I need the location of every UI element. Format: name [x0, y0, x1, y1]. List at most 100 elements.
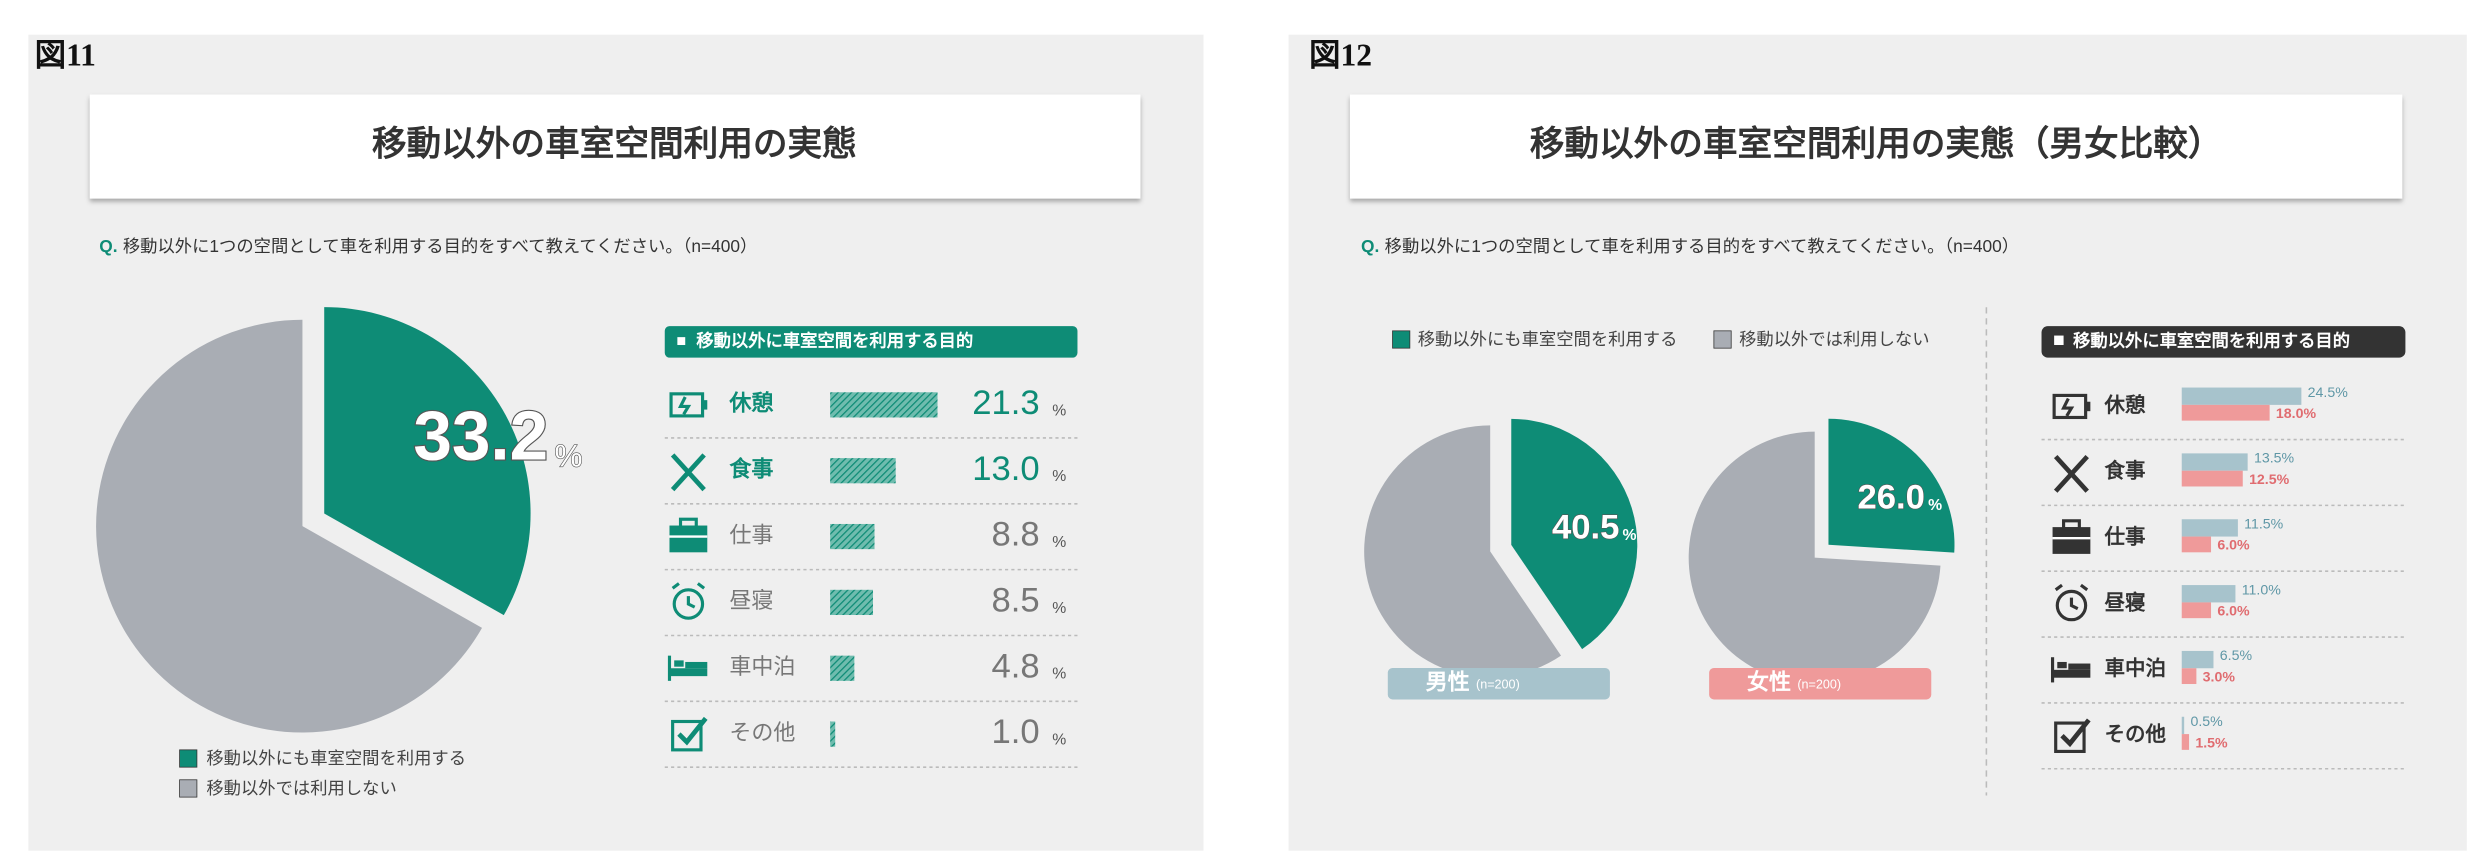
- icon: [2060, 718, 2091, 748]
- chart-title: 移動以外の車室空間利用の実態（男女比較）: [1530, 125, 2223, 164]
- header: 移動以外に車室空間を利用する目的: [2073, 330, 2350, 350]
- icon: [678, 517, 698, 529]
- bar: [830, 589, 874, 616]
- figure-label: 図11: [35, 38, 96, 73]
- bar: [2181, 519, 2238, 537]
- icon: [2061, 397, 2075, 417]
- category-label: 休憩: [2104, 393, 2146, 417]
- icon: [2052, 527, 2091, 554]
- icon: [2054, 721, 2086, 754]
- icon: [2055, 589, 2088, 622]
- bar: [2181, 453, 2248, 471]
- value-label: 3.0%: [2203, 669, 2236, 685]
- legend-swatch: [179, 779, 198, 798]
- value-label: 18.0%: [2276, 406, 2317, 422]
- icon: [669, 525, 708, 553]
- group-label-box: [1387, 667, 1610, 700]
- value-label: 24.5%: [2308, 385, 2349, 401]
- header: 移動以外に車室空間を利用する目的: [696, 330, 973, 350]
- value-label: 1.0: [992, 713, 1040, 751]
- unit-label: %: [1928, 497, 1942, 514]
- value-label: 4.8: [992, 647, 1040, 685]
- value-label: 11.0%: [2242, 582, 2282, 598]
- category-label: 車中泊: [729, 654, 795, 679]
- icon: [669, 668, 708, 677]
- unit-label: %: [1052, 402, 1066, 419]
- question-prefix: Q.: [99, 236, 117, 256]
- icon: [2085, 401, 2091, 412]
- unit-label: %: [1623, 527, 1637, 544]
- bar: [830, 721, 836, 747]
- icon: [2062, 519, 2081, 531]
- icon: [677, 716, 708, 746]
- bar: [2181, 734, 2190, 750]
- value-label: 13.0: [972, 450, 1039, 488]
- unit-label: %: [1052, 534, 1066, 551]
- value-label: 6.5%: [2220, 648, 2253, 664]
- icon: [685, 661, 708, 669]
- icon: [674, 660, 684, 667]
- value-label: 8.8: [992, 516, 1040, 554]
- value-label: 26.0: [1858, 479, 1925, 517]
- category-label: 昼寝: [2105, 590, 2146, 614]
- question: 移動以外に1つの空間として車を利用する目的をすべて教えてください。（n=400）: [1385, 236, 2019, 256]
- bar: [2181, 536, 2212, 553]
- bar: [2181, 470, 2243, 487]
- pie-slice: [96, 319, 483, 733]
- unit-label: %: [554, 438, 582, 474]
- value-label: 13.5%: [2254, 451, 2295, 467]
- pie-slice: [324, 307, 531, 616]
- legend-swatch: [1392, 330, 1411, 349]
- unit-label: %: [1052, 468, 1066, 485]
- bar: [2181, 668, 2197, 685]
- icon: [671, 582, 680, 590]
- icon: [2057, 661, 2067, 669]
- category-label: 食事: [729, 457, 773, 482]
- category-label: 休憩: [728, 391, 773, 416]
- icon: [2053, 454, 2089, 493]
- value-label: 40.5: [1552, 508, 1619, 546]
- bar: [830, 523, 875, 550]
- category-label: その他: [2105, 722, 2167, 746]
- value-label: 0.5%: [2190, 714, 2223, 730]
- bar: [2181, 404, 2270, 421]
- icon: [677, 396, 692, 416]
- icon: [702, 400, 708, 410]
- legend-swatch: [1713, 330, 1732, 349]
- icon: [2069, 597, 2079, 611]
- icon: [2052, 669, 2091, 678]
- header-square: [677, 337, 686, 346]
- unit-label: %: [1052, 600, 1066, 617]
- bar: [830, 392, 938, 418]
- pie-slice: [1511, 418, 1638, 650]
- header-box: [664, 326, 1078, 358]
- icon: [672, 588, 705, 620]
- group-note: (n=200): [1476, 678, 1520, 692]
- bar: [2181, 387, 2302, 405]
- category-label: 仕事: [729, 522, 773, 547]
- question-prefix: Q.: [1361, 236, 1379, 256]
- group-label: 男性: [1426, 670, 1470, 695]
- pie-slice: [1364, 425, 1562, 678]
- legend-label: 移動以外にも車室空間を利用する: [206, 748, 466, 768]
- value-label: 12.5%: [2249, 472, 2290, 488]
- category-label: 車中泊: [2105, 656, 2166, 680]
- bar: [2181, 602, 2212, 619]
- group-label-box: [1709, 667, 1932, 700]
- figure-label: 図12: [1309, 38, 1372, 73]
- bar: [2181, 650, 2214, 669]
- value-label: 8.5: [992, 582, 1040, 620]
- chart-title: 移動以外の車室空間利用の実態: [372, 125, 857, 164]
- category-label: 昼寝: [729, 588, 773, 613]
- pie-slice: [1828, 418, 1955, 553]
- legend-swatch: [179, 749, 198, 768]
- value-label: 6.0%: [2217, 538, 2250, 554]
- category-label: 食事: [2105, 459, 2146, 483]
- question: 移動以外に1つの空間として車を利用する目的をすべて教えてください。（n=400）: [123, 236, 757, 256]
- unit-label: %: [1052, 666, 1066, 683]
- value-label: 1.5%: [2195, 735, 2228, 751]
- value-label: 6.0%: [2217, 604, 2250, 620]
- legend-label: 移動以外では利用しない: [1739, 329, 1929, 349]
- unit-label: %: [1052, 732, 1066, 749]
